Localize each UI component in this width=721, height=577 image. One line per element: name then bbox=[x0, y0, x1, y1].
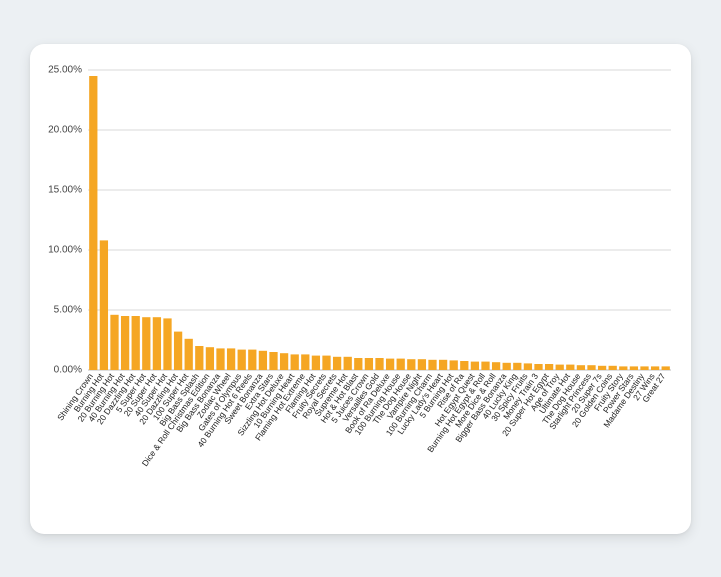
bar bbox=[153, 317, 161, 370]
y-axis-tick-label: 0.00% bbox=[54, 364, 82, 375]
bar bbox=[238, 349, 246, 369]
bar bbox=[397, 358, 405, 369]
bar bbox=[418, 359, 426, 370]
y-axis-tick-label: 25.00% bbox=[48, 64, 82, 75]
bar bbox=[185, 338, 193, 369]
bar bbox=[662, 366, 670, 370]
bar bbox=[609, 365, 617, 369]
bar bbox=[439, 359, 447, 369]
bar bbox=[132, 316, 140, 370]
bar bbox=[142, 317, 150, 370]
bar bbox=[365, 358, 373, 370]
y-axis-tick-label: 20.00% bbox=[48, 124, 82, 135]
bar bbox=[333, 356, 341, 369]
bar bbox=[492, 362, 500, 370]
bar bbox=[227, 348, 235, 370]
bar bbox=[556, 364, 564, 369]
bar bbox=[216, 348, 224, 370]
bar bbox=[89, 76, 97, 370]
bar bbox=[386, 358, 394, 369]
bar bbox=[110, 314, 118, 369]
bar bbox=[598, 365, 606, 369]
bar bbox=[407, 359, 415, 370]
bar bbox=[174, 331, 182, 369]
chart-container: 0.00%5.00%10.00%15.00%20.00%25.00%Shinin… bbox=[42, 58, 679, 524]
bar bbox=[248, 349, 256, 369]
y-axis-tick-label: 15.00% bbox=[48, 184, 82, 195]
bar bbox=[450, 360, 458, 370]
bar bbox=[566, 364, 574, 369]
bar bbox=[481, 361, 489, 369]
y-axis-tick-label: 10.00% bbox=[48, 244, 82, 255]
bar bbox=[375, 358, 383, 370]
bar bbox=[259, 350, 267, 369]
bar bbox=[513, 362, 521, 369]
bar bbox=[206, 347, 214, 370]
bar bbox=[534, 364, 542, 370]
bar bbox=[640, 366, 648, 370]
bar-chart: 0.00%5.00%10.00%15.00%20.00%25.00%Shinin… bbox=[42, 58, 679, 524]
bar bbox=[195, 346, 203, 370]
bar bbox=[291, 354, 299, 370]
bar bbox=[354, 358, 362, 370]
bar bbox=[280, 353, 288, 370]
chart-card: 0.00%5.00%10.00%15.00%20.00%25.00%Shinin… bbox=[30, 44, 691, 534]
bar bbox=[163, 318, 171, 370]
bar bbox=[460, 361, 468, 370]
bar bbox=[121, 316, 129, 370]
bar bbox=[524, 363, 532, 370]
bar bbox=[545, 364, 553, 370]
bar bbox=[630, 366, 638, 370]
bar bbox=[428, 359, 436, 369]
bar bbox=[619, 366, 627, 370]
bar bbox=[587, 365, 595, 370]
bar bbox=[651, 366, 659, 370]
bar bbox=[344, 356, 352, 369]
bar bbox=[100, 240, 108, 370]
bar bbox=[577, 365, 585, 370]
y-axis-tick-label: 5.00% bbox=[54, 304, 82, 315]
bar bbox=[269, 352, 277, 370]
bar bbox=[301, 354, 309, 370]
bar bbox=[503, 362, 511, 369]
bar bbox=[471, 361, 479, 369]
bar bbox=[312, 355, 320, 369]
bar bbox=[322, 355, 330, 369]
